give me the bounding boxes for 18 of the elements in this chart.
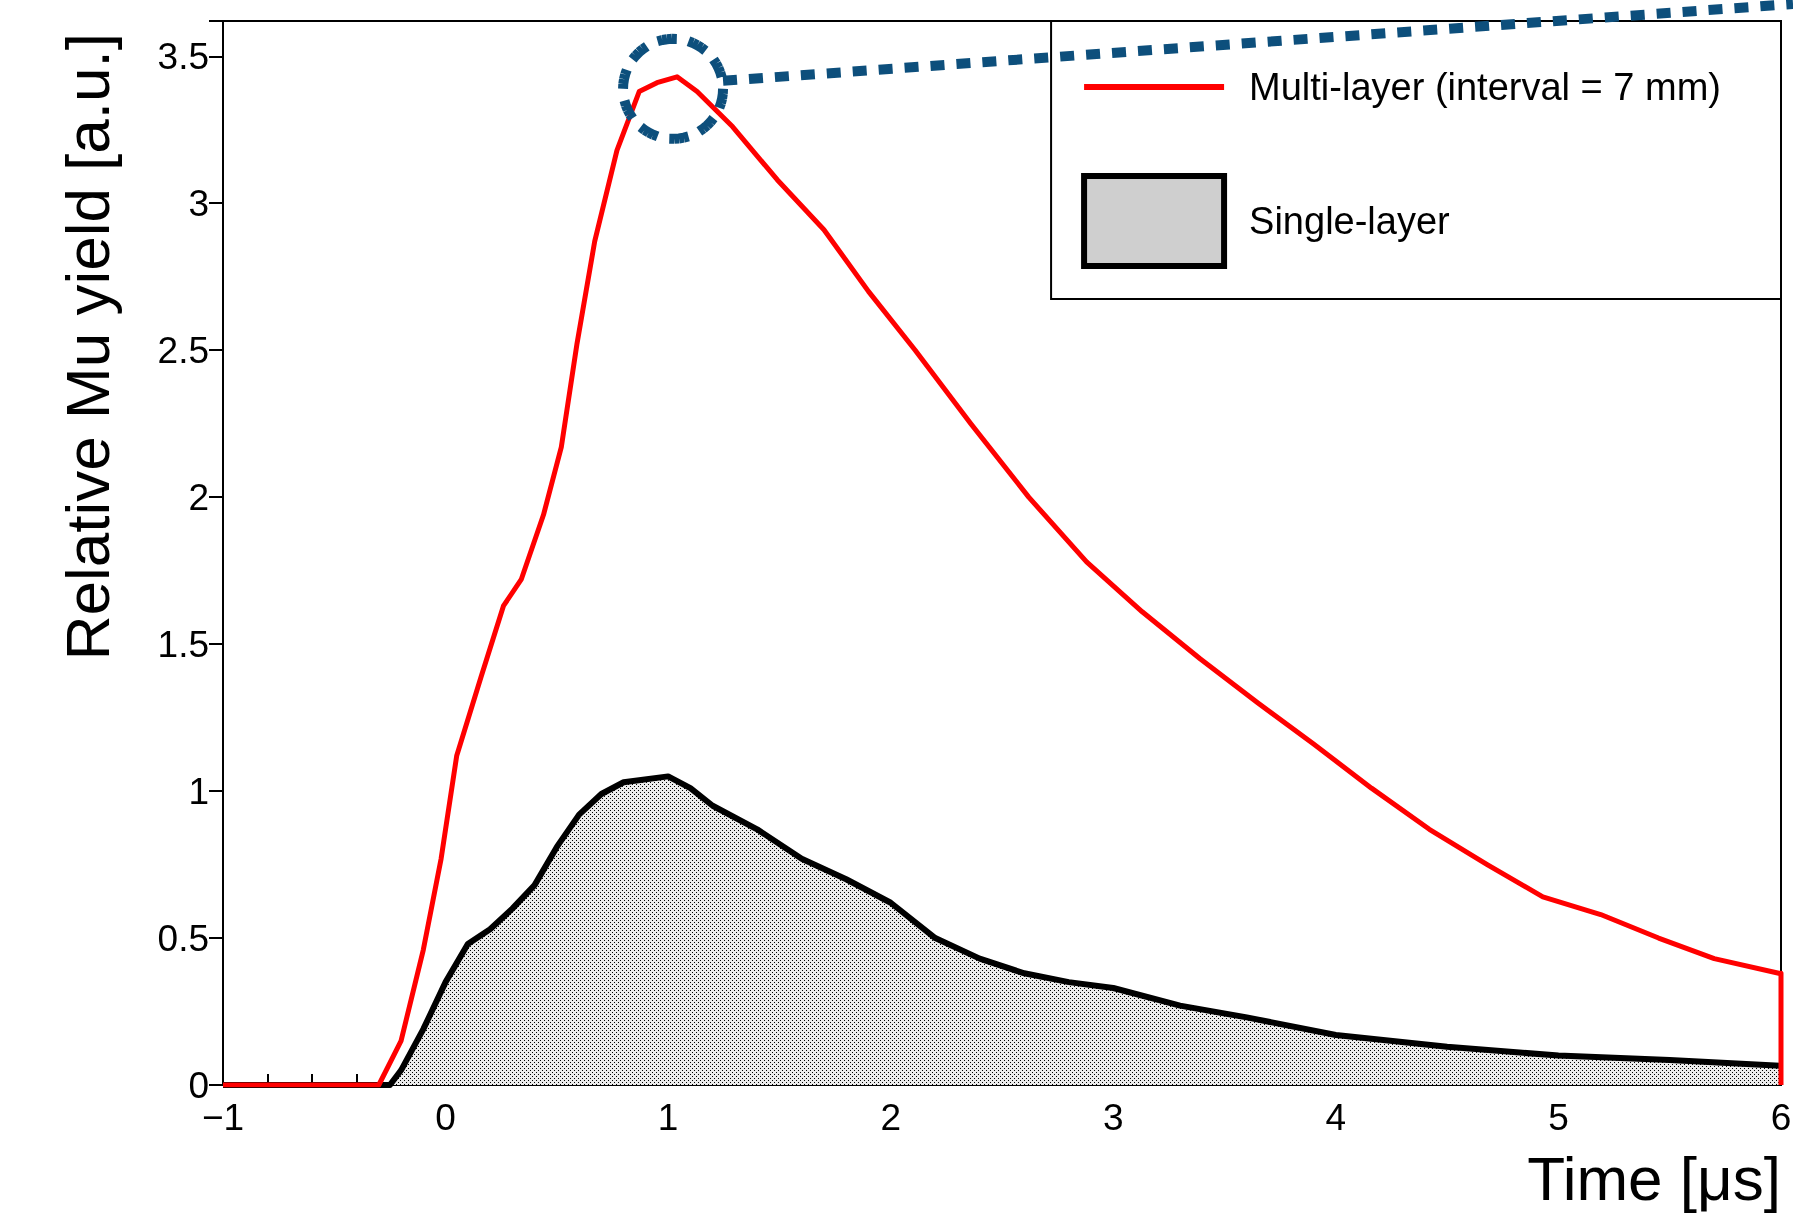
y-tick-label: 2 xyxy=(188,476,209,518)
legend-label: Multi-layer (interval = 7 mm) xyxy=(1249,66,1721,108)
y-axis-title: Relative Mu yield [a.u.] xyxy=(52,33,122,661)
x-tick-label: 6 xyxy=(1770,1097,1792,1138)
y-tick-label: 1.5 xyxy=(157,623,209,665)
y-tick-label: 3.5 xyxy=(157,35,209,77)
legend-label: Single-layer xyxy=(1249,200,1451,242)
x-tick-label: 3 xyxy=(1103,1097,1124,1138)
x-tick-label: 1 xyxy=(657,1097,679,1138)
x-tick-label: 4 xyxy=(1325,1097,1347,1138)
x-tick-label: 5 xyxy=(1548,1097,1569,1138)
x-tick-label: 0 xyxy=(435,1097,456,1138)
y-tick-label: 1 xyxy=(188,770,209,812)
y-tick-label: 0.5 xyxy=(157,917,209,959)
x-tick-label: 2 xyxy=(880,1097,901,1138)
y-tick-label: 3 xyxy=(188,182,209,224)
y-tick-label: 2.5 xyxy=(157,329,209,371)
x-axis-title: Time [μs] xyxy=(1527,1143,1781,1213)
